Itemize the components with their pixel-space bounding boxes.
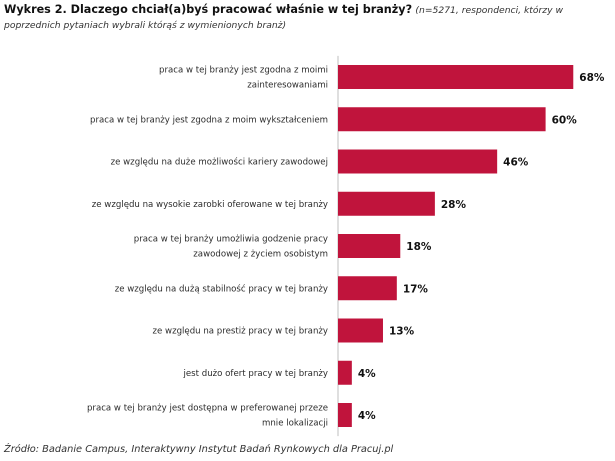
category-label: praca w tej branży jest zgodna z moimi za… [159,66,328,91]
value-label: 17% [403,283,429,295]
chart-note: (n=5271, respondenci, którzy w poprzedni… [4,5,563,31]
chart-header: Wykres 2. Dlaczego chciał(a)byś pracować… [4,3,612,33]
value-label: 18% [406,241,432,253]
bar [338,107,546,132]
value-label: 60% [552,114,578,126]
category-label: ze względu na wysokie zarobki oferowane … [92,200,328,210]
category-label: ze względu na dużą stabilność pracy w te… [115,283,328,294]
bar [338,149,498,174]
value-label: 4% [358,410,376,422]
value-label: 4% [358,368,376,380]
bar [338,191,435,216]
bar [338,360,352,385]
value-label: 68% [579,72,605,84]
bar [338,234,401,258]
category-label: praca w tej branży umożliwia godzenie pr… [134,235,328,260]
value-label: 28% [441,199,467,211]
bar [338,318,383,343]
chart-title: Wykres 2. Dlaczego chciał(a)byś pracować… [4,3,413,16]
bar [338,276,397,301]
value-label: 46% [503,157,529,169]
value-label: 13% [389,326,415,338]
category-label: praca w tej branży jest zgodna z moim wy… [90,115,328,125]
category-label: jest dużo ofert pracy w tej branży [183,369,329,379]
category-label: ze względu na prestiż pracy w tej branży [153,327,328,337]
source-note: Źródło: Badanie Campus, Interaktywny Ins… [4,444,394,455]
category-label: praca w tej branży jest dostępna w prefe… [87,404,328,429]
category-label: ze względu na duże możliwości kariery za… [111,157,328,168]
bar [338,65,574,89]
bar [338,403,352,427]
